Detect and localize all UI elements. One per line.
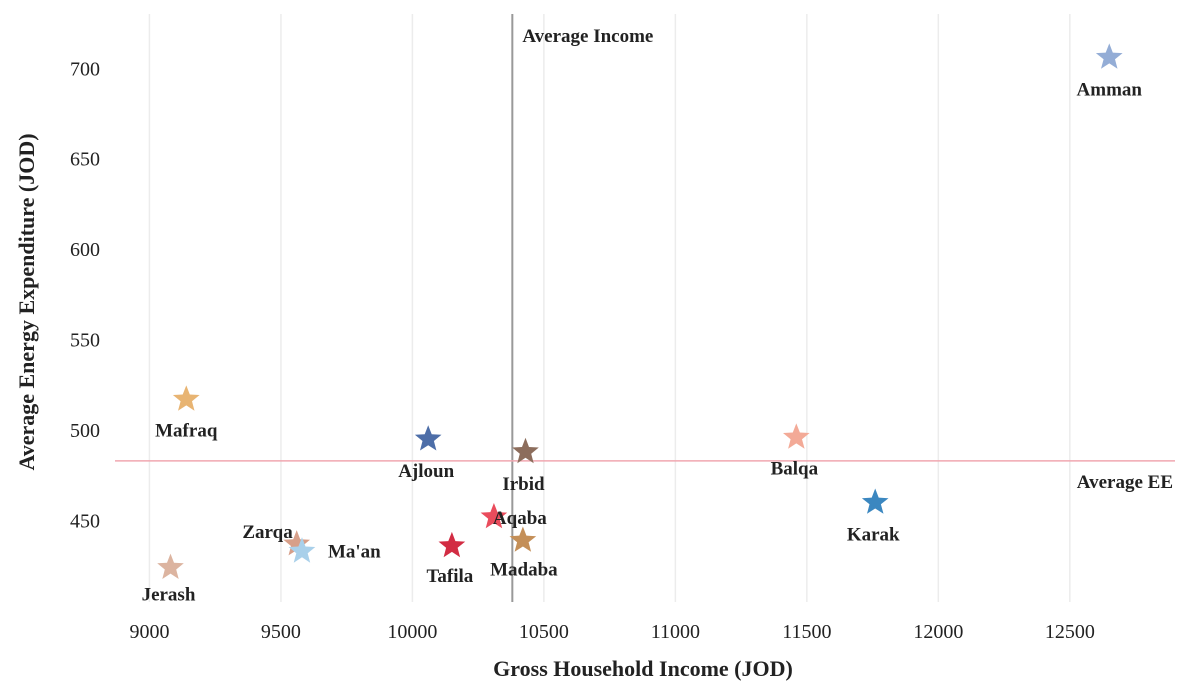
star-marker-mafraq	[172, 385, 200, 411]
star-marker-tafila	[438, 531, 466, 558]
point-label-irbid: Irbid	[502, 474, 545, 495]
point-label-mafraq: Mafraq	[155, 420, 218, 441]
x-tick-label: 11500	[782, 621, 831, 643]
point-label-zarqa: Zarqa	[242, 522, 293, 543]
y-tick-label: 650	[70, 149, 100, 171]
star-marker-irbid	[512, 437, 539, 464]
star-marker-balqa	[783, 423, 810, 449]
axis-ticks: 9000 9500 10000 10500 11000 11500 12000 12500 45…	[70, 58, 1095, 643]
point-label-tafila: Tafila	[426, 566, 473, 587]
y-tick-label: 450	[70, 511, 100, 533]
y-tick-label: 700	[70, 58, 100, 80]
average-income-label: Average Income	[522, 26, 653, 47]
y-axis-title: Average Energy Expenditure (JOD)	[14, 133, 39, 470]
point-labels: Amman Mafraq Ajloun Irbid Balqa Karak Zarqa Ma'…	[142, 79, 1143, 605]
reference-lines: Average Income Average EE	[115, 14, 1175, 602]
point-label-balqa: Balqa	[771, 458, 819, 479]
star-marker-ma-an	[288, 537, 316, 563]
star-marker-amman	[1095, 43, 1123, 69]
star-marker-aqaba	[480, 503, 508, 529]
point-label-aqaba: Aqaba	[493, 508, 547, 529]
y-tick-label: 600	[70, 239, 100, 261]
star-marker-zarqa	[283, 530, 310, 556]
x-tick-label: 10500	[519, 621, 569, 643]
x-tick-label: 10000	[387, 621, 437, 643]
point-label-ajloun: Ajloun	[398, 461, 454, 482]
point-label-madaba: Madaba	[490, 559, 558, 580]
star-marker-karak	[861, 488, 889, 514]
data-points	[157, 43, 1123, 579]
x-axis-title: Gross Household Income (JOD)	[493, 656, 793, 681]
x-tick-label: 11000	[651, 621, 700, 643]
x-tick-label: 12000	[913, 621, 963, 643]
star-marker-madaba	[509, 526, 537, 552]
point-label-karak: Karak	[847, 524, 900, 545]
grid-lines	[148, 14, 1071, 602]
x-tick-label: 9000	[129, 621, 169, 643]
point-label-amman: Amman	[1077, 79, 1143, 100]
x-tick-label: 9500	[261, 621, 301, 643]
y-tick-label: 550	[70, 330, 100, 352]
y-tick-label: 500	[70, 420, 100, 442]
point-label-jerash: Jerash	[142, 585, 196, 606]
star-marker-ajloun	[414, 425, 442, 451]
average-ee-label: Average EE	[1077, 472, 1173, 493]
x-tick-label: 12500	[1045, 621, 1095, 643]
star-marker-jerash	[157, 553, 184, 579]
point-label-ma-an: Ma'an	[328, 541, 381, 562]
